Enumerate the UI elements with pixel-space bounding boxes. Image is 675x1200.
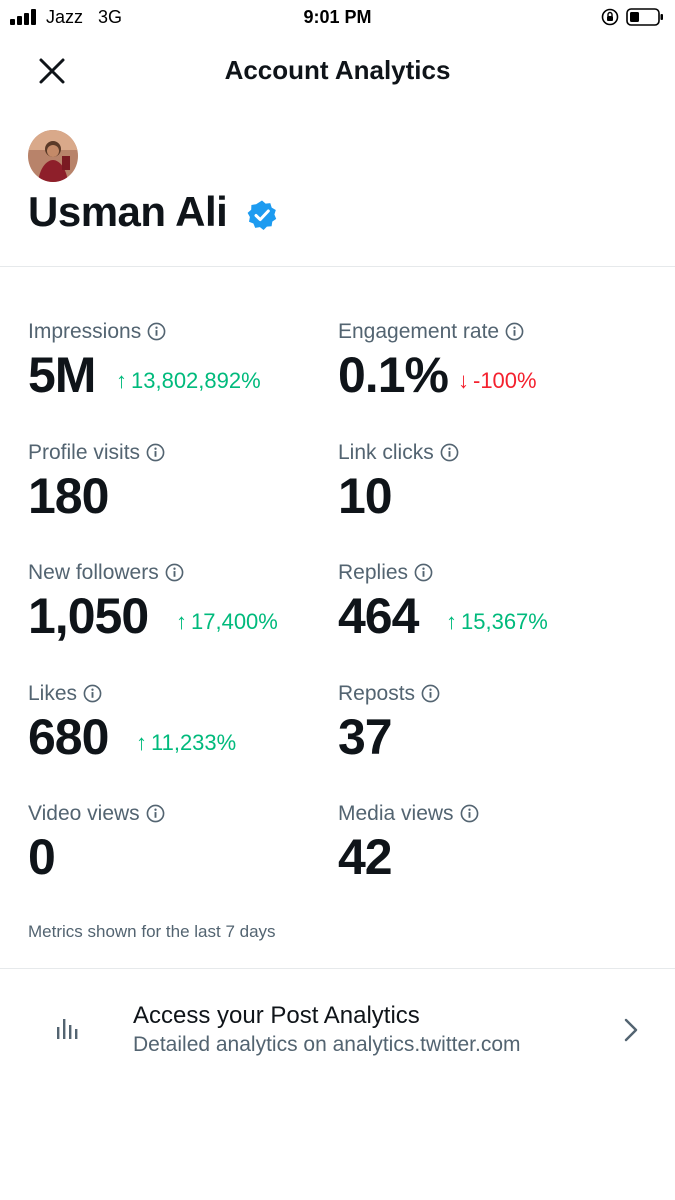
metric-label: New followers bbox=[28, 561, 159, 584]
metric-label: Impressions bbox=[28, 320, 142, 343]
metric-value: 37 bbox=[338, 709, 393, 765]
arrow-up-icon: ↑ bbox=[136, 730, 147, 755]
info-icon[interactable] bbox=[147, 322, 166, 341]
metric-change: ↑ 11,233% bbox=[136, 730, 237, 755]
info-icon[interactable] bbox=[83, 684, 102, 703]
profile-name: Usman Ali bbox=[28, 188, 228, 235]
metric-value: 1,050 bbox=[28, 588, 149, 644]
info-icon[interactable] bbox=[146, 804, 165, 823]
info-icon[interactable] bbox=[146, 443, 165, 462]
info-icon[interactable] bbox=[440, 443, 459, 462]
metric-engagement-rate: Engagement rate 0.1% ↓ -100% bbox=[338, 320, 638, 430]
metric-change: ↑ 15,367% bbox=[446, 609, 548, 634]
metric-label: Reposts bbox=[338, 682, 416, 705]
arrow-up-icon: ↑ bbox=[176, 609, 187, 634]
post-analytics-title: Access your Post Analytics bbox=[133, 1002, 420, 1029]
metric-new-followers: New followers 1,050 ↑ 17,400% bbox=[28, 561, 328, 671]
metric-value: 0.1% bbox=[338, 347, 449, 403]
metric-value: 180 bbox=[28, 468, 109, 524]
carrier-label: Jazz 3G bbox=[46, 7, 123, 27]
verified-badge-icon bbox=[247, 200, 277, 230]
arrow-down-icon: ↓ bbox=[458, 368, 469, 393]
metric-value: 10 bbox=[338, 468, 393, 524]
metric-reposts: Reposts 37 bbox=[338, 682, 638, 792]
metric-label: Likes bbox=[28, 682, 78, 705]
metric-video-views: Video views 0 bbox=[28, 802, 328, 912]
metric-likes: Likes 680 ↑ 11,233% bbox=[28, 682, 328, 792]
metric-label: Video views bbox=[28, 802, 140, 825]
metric-link-clicks: Link clicks 10 bbox=[338, 441, 638, 551]
metric-value: 464 bbox=[338, 588, 419, 644]
metric-replies: Replies 464 ↑ 15,367% bbox=[338, 561, 638, 671]
info-icon[interactable] bbox=[165, 563, 184, 582]
metric-change: ↑ 13,802,892% bbox=[116, 368, 261, 393]
section-divider bbox=[0, 266, 675, 267]
status-time: 9:01 PM bbox=[303, 7, 372, 27]
status-bar: Jazz 3G 9:01 PM bbox=[0, 0, 675, 36]
chevron-right-icon bbox=[624, 1018, 638, 1042]
metric-value: 5M bbox=[28, 347, 96, 403]
info-icon[interactable] bbox=[505, 322, 524, 341]
metric-media-views: Media views 42 bbox=[338, 802, 638, 912]
metric-impressions: Impressions 5M ↑ 13,802,892% bbox=[28, 320, 328, 430]
metric-profile-visits: Profile visits 180 bbox=[28, 441, 328, 551]
orientation-lock-icon bbox=[601, 8, 619, 26]
page-title: Account Analytics bbox=[224, 55, 451, 85]
metric-change: ↑ 17,400% bbox=[176, 609, 278, 634]
info-icon[interactable] bbox=[421, 684, 440, 703]
section-divider bbox=[0, 968, 675, 969]
metric-value: 0 bbox=[28, 829, 56, 885]
metric-value: 42 bbox=[338, 829, 393, 885]
post-analytics-subtitle: Detailed analytics on analytics.twitter.… bbox=[133, 1033, 521, 1056]
info-icon[interactable] bbox=[460, 804, 479, 823]
avatar[interactable] bbox=[28, 130, 78, 182]
metric-label: Link clicks bbox=[338, 441, 434, 464]
network-type: 3G bbox=[98, 7, 123, 27]
metric-label: Replies bbox=[338, 561, 409, 584]
metrics-period-note: Metrics shown for the last 7 days bbox=[28, 922, 276, 941]
close-button[interactable] bbox=[36, 55, 68, 87]
metric-value: 680 bbox=[28, 709, 109, 765]
info-icon[interactable] bbox=[414, 563, 433, 582]
post-analytics-link[interactable]: Access your Post Analytics Detailed anal… bbox=[0, 990, 675, 1070]
metric-change: ↓ -100% bbox=[458, 368, 537, 393]
analytics-bars-icon bbox=[57, 1019, 78, 1039]
signal-strength-icon bbox=[10, 9, 40, 25]
battery-icon bbox=[626, 8, 663, 26]
arrow-up-icon: ↑ bbox=[446, 609, 457, 634]
metric-label: Media views bbox=[338, 802, 454, 825]
metric-label: Profile visits bbox=[28, 441, 141, 464]
metric-label: Engagement rate bbox=[338, 320, 500, 343]
header: Account Analytics bbox=[0, 36, 675, 104]
arrow-up-icon: ↑ bbox=[116, 368, 127, 393]
